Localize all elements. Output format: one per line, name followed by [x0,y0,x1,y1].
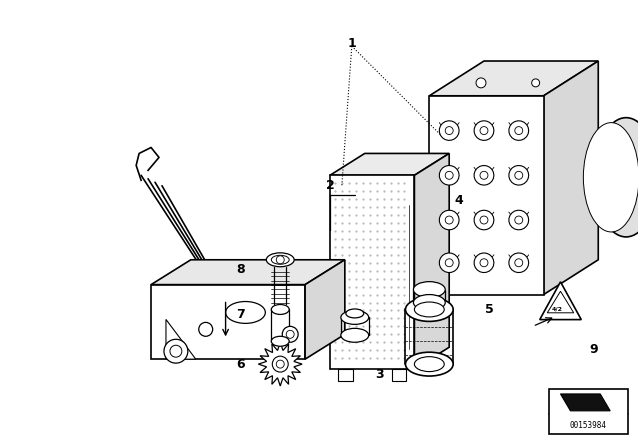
Circle shape [515,259,523,267]
Circle shape [286,330,294,338]
Text: 7: 7 [236,308,245,321]
Circle shape [480,171,488,179]
Polygon shape [474,210,494,230]
Ellipse shape [583,123,639,232]
Circle shape [445,259,453,267]
Text: 1: 1 [348,37,356,50]
Circle shape [515,171,523,179]
Ellipse shape [595,118,640,237]
Circle shape [445,171,453,179]
Ellipse shape [413,294,445,310]
Bar [429,96,543,294]
Polygon shape [561,394,610,411]
Text: 4/2: 4/2 [552,307,563,312]
Text: 9: 9 [589,343,598,356]
Polygon shape [415,154,449,369]
Polygon shape [547,291,573,313]
Text: 5: 5 [484,303,493,316]
Polygon shape [474,121,494,140]
Polygon shape [509,253,529,272]
Ellipse shape [415,357,444,371]
Circle shape [199,323,212,336]
Text: 6: 6 [236,358,245,370]
Polygon shape [440,165,459,185]
Circle shape [164,339,188,363]
Ellipse shape [415,302,444,317]
Polygon shape [509,121,529,140]
Circle shape [170,345,182,357]
Circle shape [276,256,284,264]
Circle shape [445,216,453,224]
Polygon shape [474,253,494,272]
Polygon shape [440,253,459,272]
Text: 3: 3 [375,367,384,380]
Polygon shape [151,284,305,359]
Bar [330,175,415,369]
Polygon shape [474,165,494,185]
Bar [392,369,406,381]
Circle shape [532,79,540,87]
Circle shape [476,78,486,88]
Polygon shape [509,210,529,230]
Ellipse shape [271,336,289,346]
Polygon shape [151,260,345,284]
Circle shape [480,127,488,134]
Ellipse shape [413,282,445,297]
Text: 2: 2 [326,179,334,192]
Ellipse shape [266,253,294,267]
Text: 4: 4 [455,194,463,207]
Polygon shape [259,342,302,386]
Ellipse shape [346,309,364,318]
Polygon shape [440,121,459,140]
Circle shape [282,326,298,342]
Bar [338,369,353,381]
Polygon shape [429,61,598,96]
Circle shape [480,259,488,267]
Circle shape [276,360,284,368]
Polygon shape [166,319,196,359]
Text: 00153984: 00153984 [570,421,607,430]
Ellipse shape [341,310,369,324]
Polygon shape [440,210,459,230]
Ellipse shape [406,352,453,376]
Ellipse shape [271,305,289,314]
Polygon shape [305,260,345,359]
Polygon shape [330,154,449,175]
Ellipse shape [225,302,266,323]
Bar [548,389,628,434]
Circle shape [445,127,453,134]
Circle shape [515,216,523,224]
Circle shape [480,216,488,224]
Text: 8: 8 [236,263,245,276]
Ellipse shape [406,297,453,321]
Ellipse shape [271,255,289,264]
Polygon shape [540,282,581,319]
Circle shape [515,127,523,134]
Polygon shape [509,165,529,185]
Circle shape [272,356,288,372]
Ellipse shape [341,328,369,342]
Polygon shape [543,61,598,294]
